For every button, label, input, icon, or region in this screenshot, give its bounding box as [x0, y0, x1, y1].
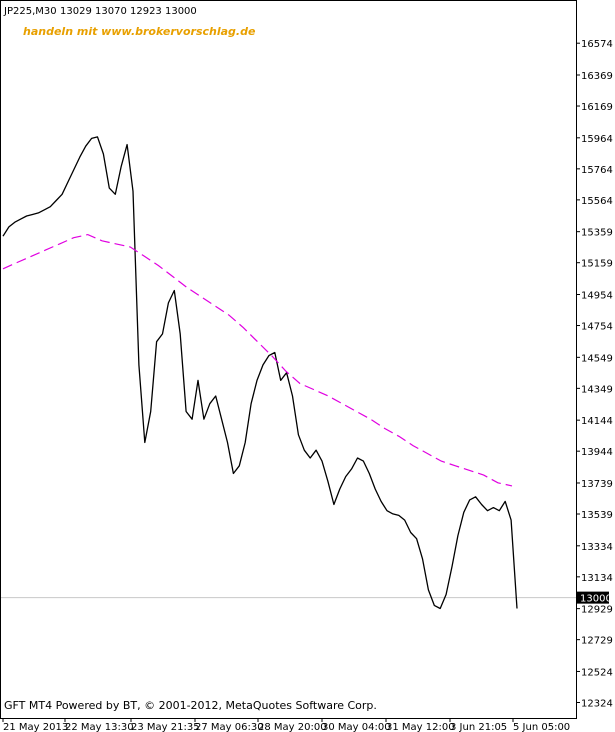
y-axis: 16574 16369 16169 15964 15764 15564 15359 15159… — [576, 39, 613, 709]
current-price-badge-bg — [577, 591, 609, 604]
y-tick-label: 14144 — [581, 416, 613, 427]
x-tick-label: 27 May 06:30 — [195, 722, 264, 732]
y-tick-label: 13134 — [581, 573, 613, 584]
y-tick-label: 12524 — [581, 667, 613, 678]
y-tick-label: 13944 — [581, 447, 613, 458]
x-tick-label: 22 May 13:30 — [65, 722, 134, 732]
y-tick-label: 16169 — [581, 102, 613, 113]
y-tick-label: 14549 — [581, 353, 613, 364]
y-tick-label: 15359 — [581, 228, 613, 239]
x-tick-label: 21 May 2013 — [3, 722, 68, 732]
series-layer — [2, 136, 518, 610]
x-tick-label: 31 May 12:00 — [386, 722, 455, 732]
plot-area — [0, 0, 577, 719]
y-tick-label: 16574 — [581, 39, 613, 50]
moving-average-line — [2, 233, 513, 487]
y-tick-label: 14349 — [581, 384, 613, 395]
y-tick-label: 12929 — [581, 605, 613, 616]
current-price-badge: 13000 — [577, 591, 612, 605]
footer-credit: GFT MT4 Powered by BT, © 2001-2012, Meta… — [4, 699, 377, 712]
y-tick-label: 15159 — [581, 259, 613, 270]
y-tick-label: 15564 — [581, 196, 613, 207]
y-tick-label: 16369 — [581, 71, 613, 82]
y-tick-label: 12729 — [581, 636, 613, 647]
y-tick-label: 13539 — [581, 510, 613, 521]
symbol-label: JP225,M30 — [3, 6, 57, 17]
y-tick-label: 12324 — [581, 698, 613, 709]
ohlc-label: 13029 13070 12923 13000 — [60, 6, 197, 17]
x-tick-label: 30 May 04:00 — [322, 722, 391, 732]
x-tick-label: 23 May 21:35 — [131, 722, 200, 732]
x-tick-label: 5 Jun 05:00 — [513, 722, 570, 732]
x-tick-label: 28 May 20:00 — [258, 722, 327, 732]
y-tick-label: 15964 — [581, 134, 613, 145]
y-tick-label: 15764 — [581, 165, 613, 176]
y-tick-label: 13334 — [581, 542, 613, 553]
y-tick-label: 14754 — [581, 322, 613, 333]
promo-label: handeln mit www.brokervorschlag.de — [23, 25, 256, 38]
price-series-line — [2, 136, 518, 610]
current-price-badge-label: 13000 — [580, 594, 612, 605]
x-tick-label: 3 Jun 21:05 — [450, 722, 507, 732]
y-tick-label: 13739 — [581, 479, 613, 490]
y-tick-label: 14954 — [581, 291, 613, 302]
